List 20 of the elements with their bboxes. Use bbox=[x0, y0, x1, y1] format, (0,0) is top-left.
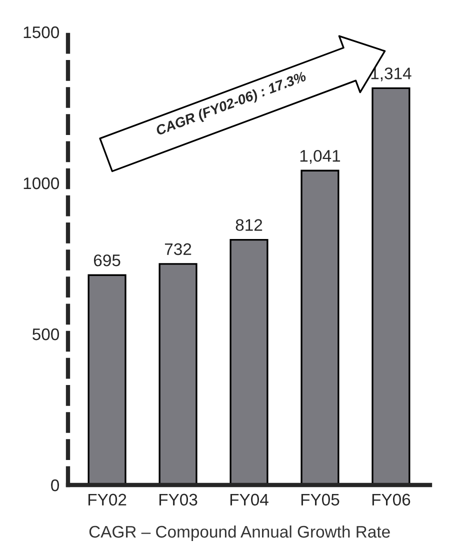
y-tick-label: 1500 bbox=[24, 26, 60, 38]
y-tick-label: 0 bbox=[51, 479, 60, 492]
x-tick-label: FY06 bbox=[372, 494, 410, 506]
x-tick-label: FY04 bbox=[230, 494, 268, 506]
bar bbox=[230, 238, 268, 485]
data-label: 1,041 bbox=[300, 150, 340, 164]
bar bbox=[300, 170, 340, 485]
x-tick-label: FY03 bbox=[159, 494, 198, 506]
data-label: 812 bbox=[236, 219, 262, 231]
bar bbox=[158, 263, 198, 485]
y-tick-label: 1000 bbox=[24, 177, 60, 190]
x-tick-label: FY05 bbox=[301, 494, 340, 506]
bar bbox=[88, 274, 126, 485]
data-label: 732 bbox=[164, 243, 192, 256]
y-tick-label: 500 bbox=[32, 328, 60, 340]
data-label: 695 bbox=[94, 254, 120, 266]
data-label: 1,314 bbox=[371, 68, 412, 82]
text: CAGR – Compound Annual Growth Rate bbox=[89, 525, 390, 541]
x-tick-label: FY02 bbox=[88, 494, 126, 506]
bar bbox=[372, 87, 410, 485]
